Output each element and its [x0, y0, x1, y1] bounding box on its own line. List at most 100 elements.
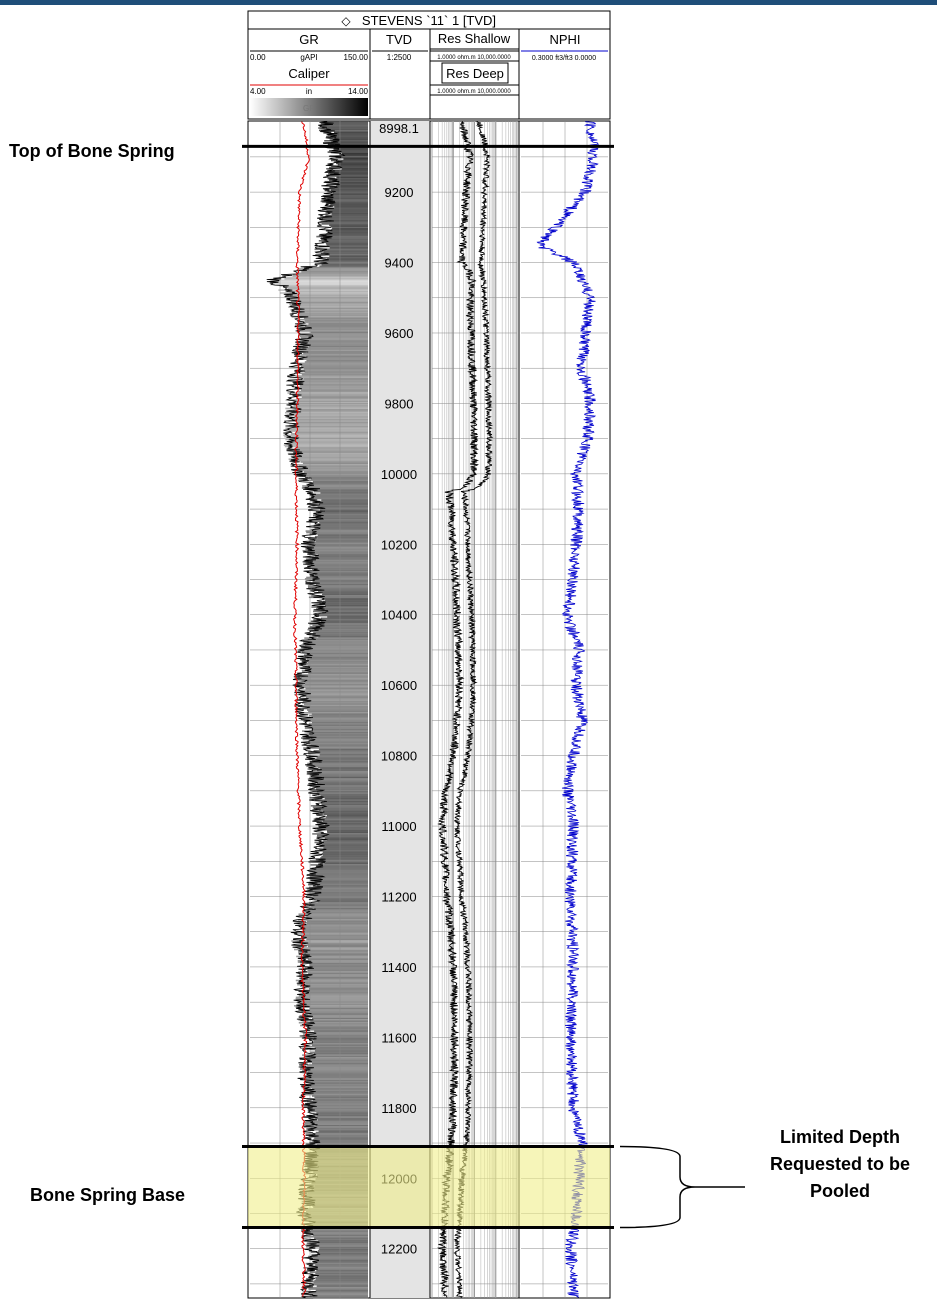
gr-shading-band	[317, 783, 368, 786]
gr-shading-band	[314, 892, 368, 894]
gr-shading-band	[301, 1010, 368, 1013]
gr-shading-band	[317, 554, 368, 556]
gr-shading-band	[302, 640, 368, 642]
gr-shading-band	[315, 1272, 368, 1275]
gr-shading-band	[326, 233, 368, 235]
gr-shading-band	[297, 678, 368, 680]
gr-shading-band	[313, 633, 368, 635]
gr-shading-band	[307, 665, 368, 668]
gr-shading-band	[313, 631, 368, 634]
gr-shading-band	[304, 654, 368, 656]
gr-shading-band	[296, 999, 368, 1001]
gr-shading-band	[308, 976, 368, 979]
gr-shading-band	[267, 280, 368, 283]
gr-shading-band	[287, 417, 368, 420]
gr-shading-band	[323, 847, 368, 849]
gr-shading-band	[315, 1131, 368, 1134]
gr-shading-band	[292, 393, 368, 396]
gr-shading-band	[319, 502, 368, 504]
gr-shading-band	[302, 357, 368, 359]
gr-shading-band	[293, 404, 368, 407]
gr-shading-band	[310, 564, 368, 566]
gr-shading-band	[296, 955, 368, 958]
gr-shading-band	[323, 776, 368, 779]
gr-shading-band	[324, 862, 368, 865]
gr-shading-band	[320, 200, 368, 203]
gr-shading-band	[331, 213, 368, 215]
gr-shading-band	[327, 190, 368, 193]
gr-shading-band	[285, 438, 368, 441]
gr-shading-band	[323, 510, 368, 513]
gr-shading-band	[334, 131, 368, 134]
gr-shading-band	[317, 821, 368, 824]
gr-shading-band	[303, 1267, 368, 1269]
gr-shading-band	[298, 307, 368, 310]
gr-shading-band	[306, 1029, 368, 1031]
gr-shading-band	[309, 497, 368, 500]
gr-shading-band	[305, 266, 368, 269]
gr-shading-band	[318, 793, 368, 796]
gr-shading-band	[313, 1281, 368, 1283]
gr-shading-band	[311, 495, 368, 497]
gr-shading-band	[308, 710, 368, 713]
gr-shading-band	[310, 331, 368, 334]
gr-shading-band	[319, 1247, 368, 1249]
gr-shading-band	[308, 706, 368, 708]
gr-shading-band	[304, 488, 368, 490]
gr-shading-band	[296, 447, 368, 449]
gr-shading-band	[290, 464, 368, 466]
res-shallow-curve	[437, 121, 480, 1298]
gr-shading-band	[319, 826, 368, 828]
caliper-scale-min: 4.00	[250, 87, 266, 96]
gr-shading-band	[294, 1005, 368, 1007]
gr-shading-band	[285, 293, 368, 296]
gr-shading-band	[315, 540, 368, 542]
gr-shading-band	[312, 806, 368, 808]
gr-shading-band	[316, 1112, 368, 1114]
depth-tick-label: 11400	[381, 960, 416, 975]
gr-shading-band	[289, 430, 368, 432]
gr-shading-band	[314, 1047, 368, 1049]
depth-tick-label: 10800	[381, 749, 417, 764]
gr-shading-band	[324, 837, 368, 839]
gr-shading-band	[317, 534, 368, 537]
gr-shading-band	[304, 952, 368, 955]
gr-shading-band	[323, 810, 368, 813]
gr-shading-band	[289, 424, 368, 427]
gr-shading-band	[311, 478, 368, 480]
gr-shading-band	[313, 1037, 368, 1039]
gr-shading-band	[308, 723, 368, 725]
gr-shading-band	[320, 621, 368, 624]
gr-shading-band	[307, 351, 368, 353]
gr-shading-band	[307, 571, 368, 573]
depth-tick-label: 10600	[381, 678, 417, 693]
gr-shading-band	[322, 844, 368, 846]
gr-shading-band	[305, 1262, 368, 1265]
gr-shading-band	[297, 947, 368, 949]
gr-shading-band	[309, 1074, 368, 1076]
gr-shading-band	[307, 944, 368, 946]
gr-shading-band	[307, 762, 368, 765]
gr-shading-band	[329, 178, 368, 180]
gr-shading-band	[294, 416, 368, 418]
gr-shading-band	[298, 333, 368, 335]
gr-shading-band	[321, 241, 368, 244]
gr-shading-band	[307, 772, 368, 775]
gr-shading-band	[317, 1250, 368, 1252]
gr-shading-band	[327, 197, 368, 200]
gr-shading-band	[315, 1289, 368, 1292]
gr-shading-band	[306, 483, 368, 486]
gr-shading-band	[314, 1137, 368, 1139]
gr-shading-band	[315, 583, 368, 586]
gr-shading-band	[310, 1295, 368, 1297]
gr-shading-band	[324, 121, 368, 124]
gr-shading-band	[285, 286, 368, 289]
gr-shading-band	[317, 614, 368, 617]
gr-shading-band	[313, 490, 368, 493]
gr-shading-band	[327, 128, 368, 131]
gr-shading-band	[327, 616, 368, 618]
gr-shading-band	[303, 641, 368, 644]
gr-shading-band	[287, 287, 368, 290]
gr-shading-band	[302, 1116, 368, 1118]
